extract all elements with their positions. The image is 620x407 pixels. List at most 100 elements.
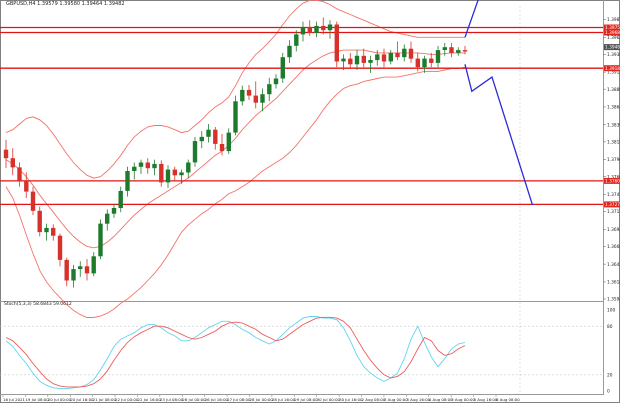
price-tick-label: 1.39380 <box>607 52 620 58</box>
stochastic-panel: 100 80 20 0 <box>0 308 615 395</box>
bull-candle <box>280 57 285 79</box>
bull-candle <box>294 34 299 46</box>
time-tick-label: 28 Jul 00:00 <box>250 397 274 402</box>
time-tick-label: 20 Jul 00:00 <box>48 397 72 402</box>
bull-candle <box>179 172 184 176</box>
level-price-label: 1.37270 <box>605 202 620 208</box>
bear-candle <box>172 169 177 176</box>
bull-candle <box>435 50 441 63</box>
bear-candle <box>361 55 366 63</box>
time-tick-label: 6 Aug 08:00 <box>496 397 520 402</box>
price-tick-label: 1.36680 <box>607 244 620 250</box>
bear-candle <box>321 25 326 31</box>
bull-candle <box>226 132 231 152</box>
bear-candle <box>57 235 63 260</box>
price-tick-label: 1.36430 <box>607 262 620 268</box>
time-tick-label: 27 Jul 08:00 <box>227 397 251 402</box>
price-tick-label: 1.39620 <box>607 35 620 41</box>
price-tick-label: 1.37900 <box>607 157 620 163</box>
bull-candle <box>199 136 204 142</box>
time-tick-label: 26 Jul 16:00 <box>205 397 229 402</box>
bear-candle <box>17 167 22 181</box>
bear-candle <box>449 47 454 53</box>
price-tick-label: 1.36180 <box>607 280 620 286</box>
stoch-main-line <box>5 316 466 390</box>
current-price-label: 1.39482 <box>605 45 620 51</box>
level-price-tag <box>604 24 620 31</box>
bear-candle <box>51 227 56 236</box>
price-tick-label: 1.36920 <box>607 227 620 233</box>
bull-candle <box>111 208 117 214</box>
level-price-tag <box>604 29 620 36</box>
forecast-path-down[interactable] <box>464 64 534 206</box>
price-tick-label: 1.38640 <box>607 105 620 111</box>
bull-candle <box>368 60 373 63</box>
time-tick-label: 22 Jul 00:00 <box>115 397 139 402</box>
price-tick-label: 1.39130 <box>607 70 620 76</box>
level-price-tag <box>604 201 620 208</box>
bull-candle <box>456 50 461 53</box>
bull-candle <box>132 166 137 171</box>
price-tick-label: 1.39870 <box>607 17 620 23</box>
chart-title: GBPUSD,H4 1.39579 1.39580 1.39464 1.3948… <box>6 1 125 7</box>
bull-candle <box>118 190 123 208</box>
band-upper-line <box>5 0 465 179</box>
bull-candle <box>78 266 83 270</box>
bull-candle <box>300 27 306 35</box>
bull-candle <box>206 129 211 137</box>
price-tick-label: 1.38390 <box>607 122 620 128</box>
level-price-label: 1.39687 <box>605 30 620 36</box>
bull-candle <box>375 54 380 61</box>
time-tick-label: 3 Aug 00:00 <box>384 397 408 402</box>
bull-candle <box>327 24 333 31</box>
time-tick-label: 20 Jul 16:00 <box>70 397 94 402</box>
bear-candle <box>84 266 90 274</box>
bear-candle <box>348 58 353 65</box>
bull-candle <box>233 101 238 133</box>
level-price-label: 1.39186 <box>605 66 620 72</box>
time-tick-label: 5 Aug 16:00 <box>474 397 498 402</box>
forecast-arrows[interactable] <box>464 0 534 206</box>
bull-candle <box>402 48 407 58</box>
time-tick-label: 4 Aug 08:00 <box>429 397 453 402</box>
time-tick-label: 21 Jul 08:00 <box>93 397 117 402</box>
bear-candle <box>145 162 150 169</box>
bear-candle <box>462 50 468 52</box>
bear-candle <box>395 52 400 58</box>
bull-candle <box>186 162 191 173</box>
stoch-tick-label: 80 <box>607 324 613 330</box>
candlesticks <box>3 17 468 288</box>
bull-candle <box>354 55 360 65</box>
price-tick-label: 1.37660 <box>607 174 620 180</box>
bull-candle <box>125 171 130 191</box>
bear-candle <box>307 27 312 33</box>
time-tick-label: 29 Jul 08:00 <box>294 397 318 402</box>
forecast-path-up[interactable] <box>464 0 479 38</box>
bull-candle <box>314 25 319 33</box>
bull-candle <box>98 223 103 257</box>
band-lower-line <box>5 66 466 318</box>
bear-candle <box>37 210 42 233</box>
time-tick-label: 22 Jul 16:00 <box>138 397 162 402</box>
time-tick-label: 23 Jul 08:00 <box>160 397 184 402</box>
current-price-tag <box>604 44 620 51</box>
time-tick-label: 26 Jul 00:00 <box>182 397 206 402</box>
bull-candle <box>442 47 447 50</box>
bull-candle <box>71 269 76 281</box>
time-tick-label: 30 Jul 00:00 <box>317 397 341 402</box>
level-price-label: 1.39758 <box>605 25 620 31</box>
price-tick-label: 1.38890 <box>607 87 620 93</box>
time-tick-label: 2 Aug 08:00 <box>362 397 386 402</box>
stoch-signal-line <box>5 316 466 388</box>
price-tick-label: 1.37410 <box>607 192 620 198</box>
bear-candle <box>334 24 339 62</box>
stoch-tick-label: 20 <box>607 372 613 378</box>
bear-candle <box>159 163 164 183</box>
stoch-tick-label: 100 <box>607 308 615 314</box>
bear-candle <box>381 54 387 62</box>
time-tick-label: 5 Aug 00:00 <box>451 397 475 402</box>
bollinger-bands <box>5 0 466 318</box>
bear-candle <box>3 149 9 159</box>
